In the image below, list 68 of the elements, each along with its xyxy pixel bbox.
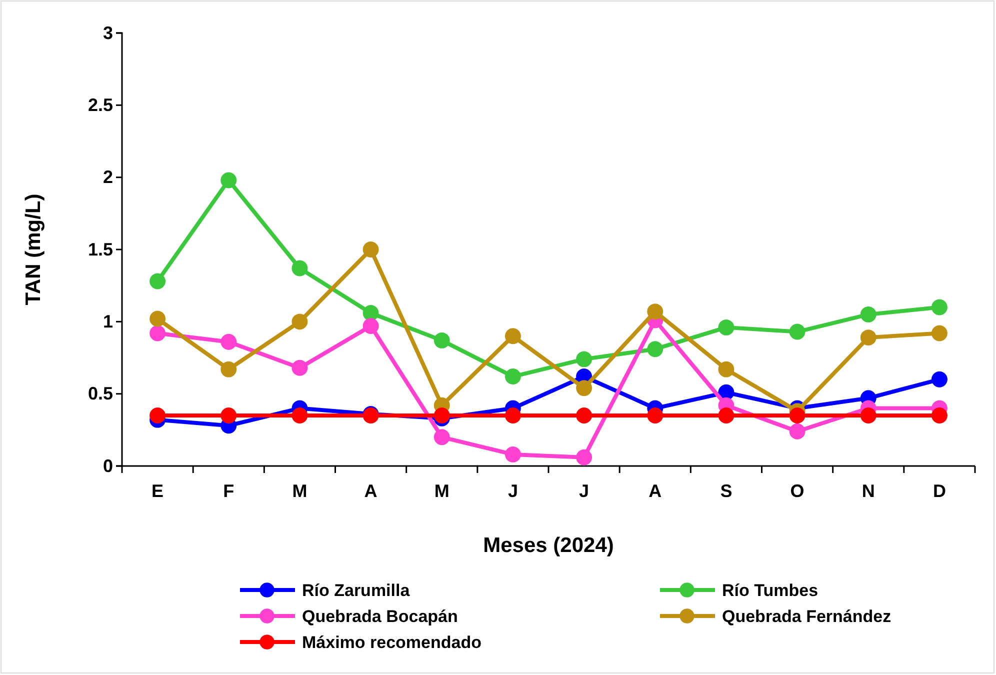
point: [718, 319, 734, 336]
point: [789, 408, 806, 424]
point: [292, 314, 308, 330]
point: [931, 299, 948, 316]
point: [647, 408, 664, 424]
x-tick-label: M: [292, 480, 308, 501]
point: [150, 273, 166, 290]
point: [647, 341, 664, 358]
x-tick-label: E: [152, 480, 164, 501]
x-tick-label: J: [579, 480, 590, 501]
point: [362, 305, 379, 321]
legend-label: Río Tumbes: [722, 581, 818, 600]
x-tick-label: D: [932, 480, 946, 501]
point: [434, 332, 450, 348]
point: [576, 408, 592, 424]
point: [220, 172, 237, 188]
y-tick-label: 0: [102, 456, 113, 476]
point: [789, 423, 806, 440]
y-tick-label: 2: [102, 167, 113, 188]
x-tick-label: A: [364, 480, 378, 501]
point: [434, 429, 450, 446]
point: [718, 361, 734, 378]
y-tick-label: 0.5: [88, 384, 113, 404]
point: [292, 408, 308, 424]
point: [860, 408, 876, 424]
point: [220, 408, 237, 424]
point: [504, 328, 521, 344]
x-tick-label: F: [223, 480, 234, 501]
point: [860, 330, 876, 346]
y-tick-label: 1: [102, 311, 113, 332]
legend-label: Máximo recomendado: [302, 633, 482, 652]
point: [362, 318, 379, 334]
point: [576, 449, 592, 466]
point: [434, 408, 450, 424]
point: [220, 361, 237, 378]
x-tick-label: A: [648, 480, 662, 501]
x-tick-label: M: [434, 480, 450, 501]
y-axis-title: TAN (mg/L): [22, 194, 45, 306]
point: [931, 408, 948, 424]
x-tick-label: S: [720, 480, 732, 501]
x-tick-label: J: [508, 480, 518, 501]
point: [718, 408, 734, 424]
point: [576, 380, 592, 396]
point: [362, 242, 379, 258]
x-tick-label: N: [862, 480, 875, 501]
point: [220, 334, 237, 350]
legend-label: Quebrada Bocapán: [302, 607, 458, 626]
point: [150, 408, 166, 424]
x-tick-label: O: [790, 480, 804, 501]
legend-label: Río Zarumilla: [302, 581, 410, 600]
point: [647, 304, 664, 320]
y-tick-label: 3: [102, 22, 113, 43]
y-tick-label: 2.5: [88, 94, 113, 115]
point: [292, 360, 308, 376]
legend-label: Quebrada Fernández: [722, 607, 892, 626]
point: [789, 324, 806, 340]
point: [504, 368, 521, 384]
x-axis-title: Meses (2024): [483, 534, 614, 557]
point: [504, 408, 521, 424]
point: [150, 325, 166, 342]
point: [292, 260, 308, 276]
point: [150, 310, 166, 327]
y-tick-label: 1.5: [88, 239, 113, 260]
point: [860, 306, 876, 322]
point: [931, 325, 948, 342]
point: [576, 351, 592, 368]
point: [504, 446, 521, 462]
point: [931, 371, 948, 388]
